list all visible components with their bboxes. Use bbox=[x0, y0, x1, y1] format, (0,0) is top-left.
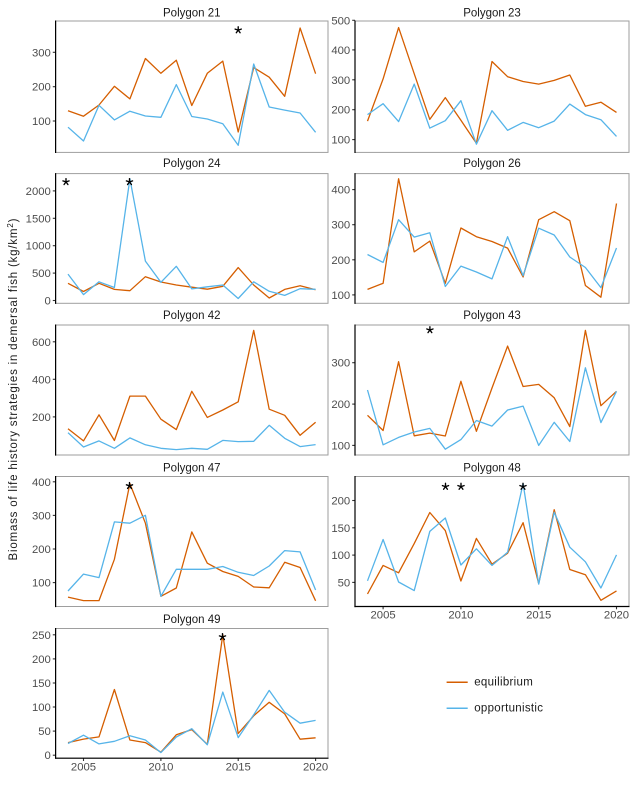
svg-text:400: 400 bbox=[32, 374, 51, 386]
svg-text:400: 400 bbox=[331, 185, 350, 197]
svg-text:Biomass of life history strate: Biomass of life history strategies in de… bbox=[6, 218, 20, 561]
svg-text:250: 250 bbox=[32, 630, 51, 642]
svg-text:200: 200 bbox=[32, 412, 51, 424]
svg-text:2020: 2020 bbox=[303, 761, 328, 773]
svg-text:150: 150 bbox=[331, 523, 350, 535]
svg-text:500: 500 bbox=[331, 15, 350, 27]
svg-text:100: 100 bbox=[331, 290, 350, 302]
svg-text:2000: 2000 bbox=[26, 186, 51, 198]
svg-text:200: 200 bbox=[331, 105, 350, 117]
svg-text:200: 200 bbox=[331, 255, 350, 267]
svg-text:0: 0 bbox=[45, 296, 51, 308]
svg-text:2020: 2020 bbox=[604, 610, 629, 622]
svg-text:400: 400 bbox=[32, 477, 51, 489]
svg-text:Polygon 23: Polygon 23 bbox=[463, 8, 521, 20]
svg-text:equilibrium: equilibrium bbox=[474, 676, 533, 688]
svg-text:Polygon 48: Polygon 48 bbox=[463, 462, 521, 474]
svg-text:Polygon 49: Polygon 49 bbox=[163, 614, 221, 626]
svg-text:200: 200 bbox=[32, 544, 51, 556]
svg-text:200: 200 bbox=[331, 496, 350, 508]
svg-text:2010: 2010 bbox=[448, 610, 473, 622]
svg-text:2015: 2015 bbox=[526, 610, 551, 622]
svg-text:2010: 2010 bbox=[148, 761, 173, 773]
svg-text:100: 100 bbox=[32, 116, 51, 128]
svg-text:Polygon 47: Polygon 47 bbox=[163, 462, 221, 474]
svg-text:50: 50 bbox=[38, 726, 51, 738]
svg-text:400: 400 bbox=[331, 45, 350, 57]
svg-text:1000: 1000 bbox=[26, 241, 51, 253]
svg-text:0: 0 bbox=[45, 750, 51, 762]
svg-text:Polygon 24: Polygon 24 bbox=[163, 158, 221, 170]
svg-text:2015: 2015 bbox=[226, 761, 251, 773]
svg-text:100: 100 bbox=[331, 550, 350, 562]
svg-text:300: 300 bbox=[331, 358, 350, 370]
svg-text:100: 100 bbox=[32, 578, 51, 590]
svg-text:200: 200 bbox=[331, 399, 350, 411]
svg-text:600: 600 bbox=[32, 337, 51, 349]
svg-text:Polygon 21: Polygon 21 bbox=[163, 8, 221, 20]
svg-text:300: 300 bbox=[32, 510, 51, 522]
svg-text:300: 300 bbox=[331, 220, 350, 232]
svg-text:200: 200 bbox=[32, 654, 51, 666]
svg-text:2005: 2005 bbox=[371, 610, 396, 622]
svg-text:2005: 2005 bbox=[71, 761, 96, 773]
svg-text:Polygon 43: Polygon 43 bbox=[463, 310, 521, 322]
svg-text:200: 200 bbox=[32, 82, 51, 94]
svg-text:opportunistic: opportunistic bbox=[474, 702, 543, 714]
svg-text:50: 50 bbox=[338, 577, 351, 589]
svg-text:100: 100 bbox=[331, 440, 350, 452]
svg-text:Polygon 26: Polygon 26 bbox=[463, 158, 521, 170]
svg-text:100: 100 bbox=[331, 135, 350, 147]
svg-text:100: 100 bbox=[32, 702, 51, 714]
svg-text:150: 150 bbox=[32, 678, 51, 690]
svg-text:Polygon 42: Polygon 42 bbox=[163, 310, 221, 322]
svg-text:300: 300 bbox=[331, 75, 350, 87]
svg-text:300: 300 bbox=[32, 47, 51, 59]
svg-text:1500: 1500 bbox=[26, 213, 51, 225]
svg-text:500: 500 bbox=[32, 268, 51, 280]
